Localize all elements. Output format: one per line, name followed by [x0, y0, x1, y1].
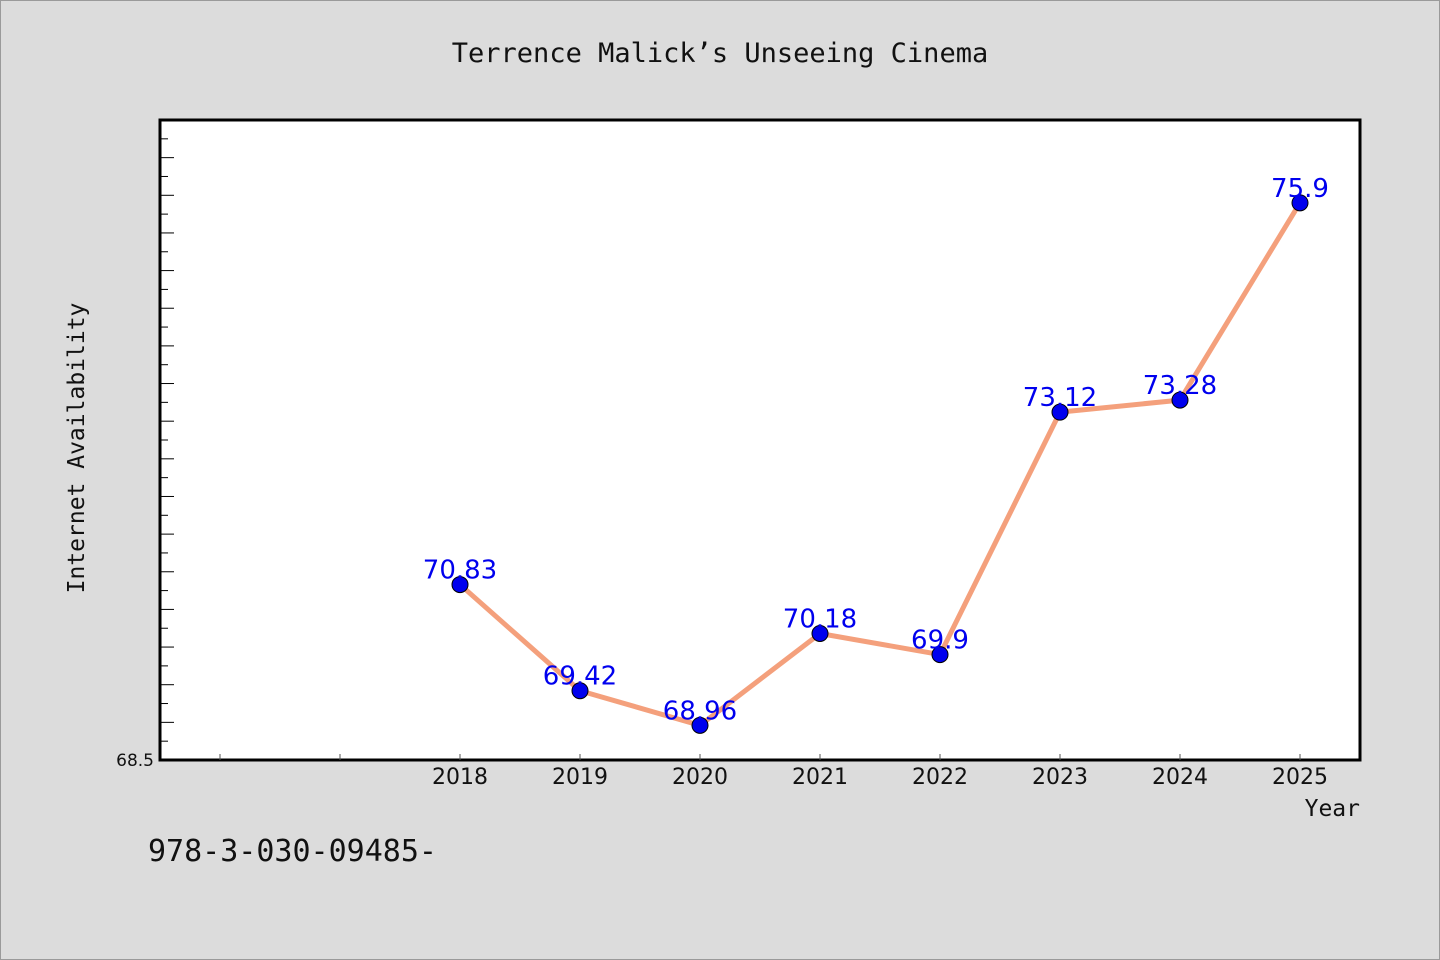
x-tick-label: 2020 [672, 765, 728, 790]
data-label: 73.12 [1023, 383, 1097, 413]
data-point [1171, 391, 1189, 409]
data-point [571, 682, 589, 700]
data-label: 70.18 [783, 605, 857, 635]
x-tick-label: 2019 [552, 765, 608, 790]
data-point [811, 625, 829, 643]
x-tick-label: 2022 [912, 765, 968, 790]
x-tick-label: 2023 [1032, 765, 1088, 790]
data-point [451, 576, 469, 594]
y-axis-label: Internet Availability [64, 303, 90, 594]
data-label: 75.9 [1271, 174, 1329, 204]
data-point [691, 716, 709, 734]
x-tick-label: 2021 [792, 765, 848, 790]
data-point [1291, 194, 1309, 212]
x-tick-label: 2018 [432, 765, 488, 790]
data-point [1051, 403, 1069, 421]
x-axis-ticks: 2018 2019 2020 2021 2022 2023 2024 2025 [219, 754, 1328, 790]
y-tick-label: 68.5 [116, 751, 154, 771]
x-tick-label: 2024 [1152, 765, 1208, 790]
plot-area [158, 118, 1362, 762]
data-label: 69.9 [911, 626, 969, 656]
footnote: 978-3-030-09485- [148, 834, 437, 869]
data-label: 70.83 [423, 556, 497, 586]
x-tick-label: 2025 [1272, 765, 1328, 790]
chart-title: Terrence Malick’s Unseeing Cinema [451, 38, 989, 69]
data-point [931, 646, 949, 664]
data-label: 68.96 [663, 696, 737, 726]
data-label: 73.28 [1143, 371, 1217, 401]
data-label: 69.42 [543, 662, 617, 692]
series-layer: 70.83 69.42 68.96 70.18 69.9 73.12 73.28 75.9 [423, 174, 1329, 734]
y-axis-ticks [160, 119, 174, 761]
x-axis-label: Year [1305, 796, 1360, 822]
series-line [457, 200, 1303, 728]
